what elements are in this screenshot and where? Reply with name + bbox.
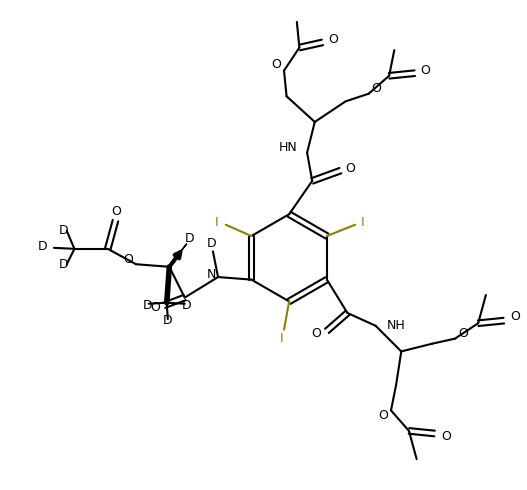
- Text: O: O: [441, 430, 451, 442]
- Text: D: D: [38, 240, 48, 253]
- Text: D: D: [58, 224, 68, 237]
- Text: O: O: [458, 327, 468, 340]
- Text: D: D: [58, 258, 68, 271]
- Text: O: O: [150, 301, 160, 314]
- Text: O: O: [420, 64, 430, 77]
- Text: I: I: [214, 216, 218, 229]
- Text: O: O: [510, 310, 520, 323]
- Text: O: O: [328, 33, 338, 47]
- Text: I: I: [361, 216, 365, 229]
- Text: O: O: [372, 82, 381, 95]
- Text: D: D: [142, 299, 152, 312]
- Text: D: D: [185, 232, 194, 245]
- Text: O: O: [378, 409, 388, 422]
- Text: O: O: [311, 327, 321, 340]
- Text: HN: HN: [279, 141, 298, 154]
- Text: D: D: [163, 314, 173, 327]
- Text: O: O: [346, 162, 356, 174]
- Polygon shape: [169, 244, 187, 267]
- Text: O: O: [112, 205, 121, 219]
- Text: I: I: [280, 332, 284, 345]
- Text: O: O: [123, 253, 133, 266]
- Text: D: D: [181, 299, 191, 312]
- Text: O: O: [271, 58, 281, 71]
- Text: NH: NH: [387, 319, 406, 332]
- Text: N: N: [207, 268, 217, 281]
- Text: D: D: [207, 237, 217, 250]
